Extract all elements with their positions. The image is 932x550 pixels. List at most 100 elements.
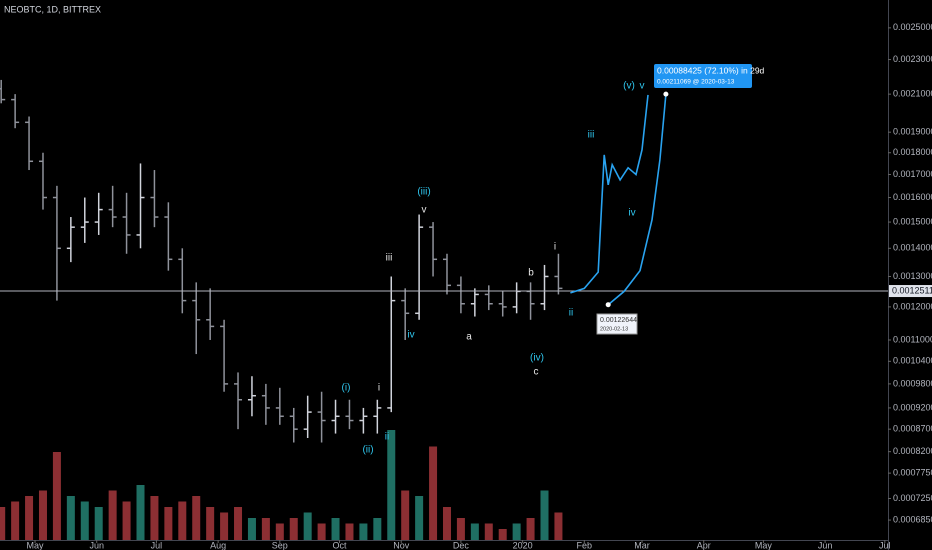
volume-bar	[429, 446, 438, 540]
volume-bar	[484, 523, 493, 540]
volume-bar	[359, 523, 368, 540]
y-tick-label: 0.00092000	[893, 402, 932, 412]
x-tick-label: 2020	[513, 540, 533, 550]
wave-label: iii	[386, 253, 393, 264]
volume-bar	[206, 507, 215, 540]
x-tick-label: Jul	[151, 540, 163, 550]
volume-bar	[108, 490, 117, 540]
wave-label: i	[554, 242, 556, 253]
y-tick-label: 0.00077500	[893, 468, 932, 478]
wave-label: iii	[588, 130, 595, 141]
wave-label: i	[378, 383, 380, 394]
x-tick-label: Dec	[453, 540, 470, 550]
x-tick-label: Jun	[89, 540, 104, 550]
last-price-tag	[889, 285, 932, 298]
x-tick-label: Oct	[333, 540, 348, 550]
x-tick-label: May	[755, 540, 773, 550]
y-tick-label: 0.00130000	[893, 271, 932, 281]
start-box	[596, 313, 638, 335]
volume-bar	[512, 523, 521, 540]
volume-bar	[289, 518, 298, 540]
volume-bar	[345, 523, 354, 540]
volume-bar	[122, 501, 131, 540]
volume-bar	[387, 430, 396, 540]
volume-bar	[303, 512, 312, 540]
wave-label: v	[422, 205, 427, 216]
start-date: 2020-02-13	[600, 326, 628, 332]
price-axis-panel	[888, 0, 932, 550]
wave-label: (ii)	[362, 445, 373, 456]
wave-label: iv	[407, 330, 414, 341]
volume-bar	[317, 523, 326, 540]
last-price-label: 0.00125115	[892, 285, 932, 295]
projection-line	[570, 94, 649, 294]
volume-bar	[554, 512, 563, 540]
volume-bar	[442, 507, 451, 540]
volume-bar	[247, 518, 256, 540]
projection-point	[663, 91, 669, 97]
y-tick-label: 0.00098000	[893, 378, 932, 388]
volume-bar	[456, 518, 465, 540]
wave-label: ii	[569, 308, 573, 319]
y-tick-label: 0.00150000	[893, 216, 932, 226]
y-tick-label: 0.00104000	[893, 356, 932, 366]
volume-bar	[401, 490, 410, 540]
projection-line	[607, 94, 667, 306]
symbol-header: NEOBTC, 1D, BITTREX	[4, 4, 101, 14]
wave-label: (iii)	[417, 187, 430, 198]
y-tick-label: 0.00190000	[893, 127, 932, 137]
wave-label: c	[534, 367, 539, 378]
y-tick-label: 0.00082000	[893, 446, 932, 456]
wave-label: v	[640, 81, 645, 92]
x-tick-label: Jul	[879, 540, 891, 550]
wave-label: b	[528, 268, 534, 279]
y-tick-label: 0.00072500	[893, 493, 932, 503]
wave-label: iv	[628, 208, 635, 219]
volume-bar	[498, 529, 507, 540]
y-tick-label: 0.00180000	[893, 147, 932, 157]
volume-bar	[25, 496, 34, 540]
y-tick-label: 0.00160000	[893, 192, 932, 202]
y-tick-label: 0.00170000	[893, 169, 932, 179]
volume-bar	[150, 496, 159, 540]
volume-bar	[136, 485, 145, 540]
y-tick-label: 0.00210000	[893, 89, 932, 99]
volume-bar	[94, 507, 103, 540]
x-tick-label: Sep	[272, 540, 288, 550]
x-tick-label: Nov	[393, 540, 410, 550]
volume-bar	[234, 507, 243, 540]
x-tick-label: May	[27, 540, 45, 550]
volume-bar	[331, 518, 340, 540]
x-tick-label: Jun	[818, 540, 833, 550]
volume-bar	[80, 501, 89, 540]
x-tick-label: Mar	[634, 540, 650, 550]
y-tick-label: 0.00140000	[893, 243, 932, 253]
volume-bar	[261, 518, 270, 540]
x-tick-label: Feb	[577, 540, 593, 550]
volume-bar	[0, 507, 6, 540]
volume-bar	[52, 452, 61, 540]
wave-labels: (i) i (ii) ii iii iv (iii) v a b c (iv) …	[342, 81, 645, 456]
wave-label: (i)	[342, 383, 351, 394]
y-tick-label: 0.00087000	[893, 424, 932, 434]
volume-bar	[540, 490, 549, 540]
y-tick-label: 0.00068500	[893, 514, 932, 524]
wave-label: a	[466, 332, 472, 343]
wave-label: (v)	[623, 81, 635, 92]
measure-sub: 0.00211069 @ 2020-03-13	[657, 79, 735, 86]
volume-bar	[178, 501, 187, 540]
measure-label: 0.00088425 (72.10%) in 29d	[657, 65, 765, 75]
volume-bar	[373, 518, 382, 540]
start-price: 0.00122644	[600, 317, 637, 324]
volume-bar	[192, 496, 201, 540]
volume-bar	[164, 507, 173, 540]
volume-bar	[415, 496, 424, 540]
x-tick-label: Apr	[697, 540, 711, 550]
volume-bar	[275, 523, 284, 540]
volume-bar	[220, 512, 229, 540]
y-tick-label: 0.00110000	[893, 334, 932, 344]
projection-point	[605, 302, 611, 308]
x-tick-label: Aug	[210, 540, 226, 550]
measure-box	[654, 64, 752, 88]
